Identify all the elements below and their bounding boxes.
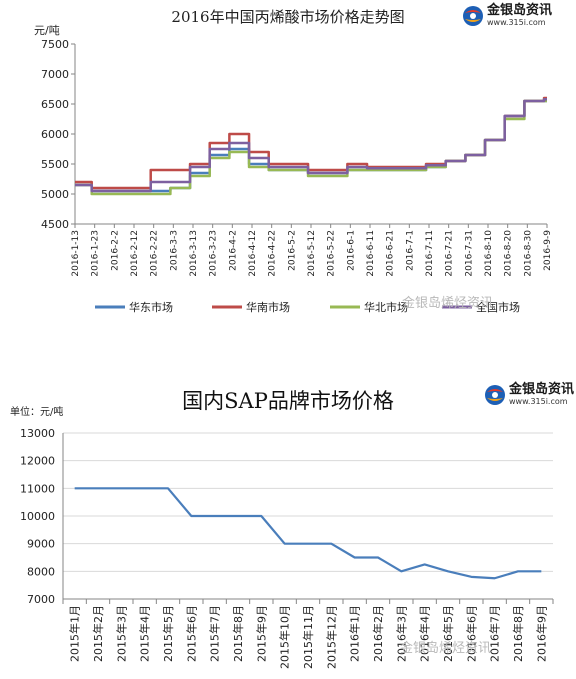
x-tick-label: 2016-8-10 bbox=[484, 230, 494, 277]
x-tick-label: 2016年1月 bbox=[348, 605, 362, 662]
logo-name: 金银岛资讯 bbox=[509, 382, 575, 397]
logo-2: 金银岛资讯 www.315i.com bbox=[484, 383, 574, 406]
x-tick-label: 2015年9月 bbox=[254, 605, 268, 662]
y-tick-label: 6500 bbox=[41, 98, 69, 111]
x-tick-label: 2015年4月 bbox=[138, 605, 152, 662]
x-tick-label: 2015年1月 bbox=[68, 605, 82, 662]
series-line-1 bbox=[75, 99, 547, 193]
y-tick-label: 6000 bbox=[41, 128, 69, 141]
x-tick-label: 2016-7-31 bbox=[464, 230, 474, 277]
x-tick-label: 2016-7-11 bbox=[425, 230, 435, 277]
y-tick-label: 7000 bbox=[41, 68, 69, 81]
x-tick-label: 2016-2-22 bbox=[150, 230, 160, 277]
legend-label-1: 华东市场 bbox=[129, 300, 173, 314]
y-tick-label: 9000 bbox=[27, 538, 55, 551]
series-line-3 bbox=[75, 99, 547, 196]
x-tick-label: 2016-2-12 bbox=[130, 230, 140, 277]
x-tick-label: 2016-3-3 bbox=[169, 230, 179, 271]
x-tick-label: 2015年5月 bbox=[161, 605, 175, 662]
y-tick-label: 7500 bbox=[41, 38, 69, 51]
x-tick-label: 2016年8月 bbox=[511, 605, 525, 662]
series-line bbox=[74, 487, 542, 580]
x-tick-label: 2015年10月 bbox=[278, 605, 292, 669]
legend-label-2: 华南市场 bbox=[246, 300, 290, 314]
x-tick-label: 2016-3-23 bbox=[209, 230, 219, 277]
y-tick-label: 7000 bbox=[27, 593, 55, 606]
legend-label-4: 全国市场 bbox=[476, 300, 520, 314]
x-tick-label: 2016-7-1 bbox=[405, 230, 415, 271]
x-tick-label: 2016年5月 bbox=[441, 605, 455, 662]
x-tick-label: 2016-3-13 bbox=[189, 230, 199, 277]
x-tick-label: 2016-9-9 bbox=[543, 230, 553, 271]
x-tick-label: 2016-5-12 bbox=[307, 230, 317, 277]
logo-globe-icon bbox=[462, 5, 484, 27]
logo-1: 金银岛资讯 www.315i.com bbox=[462, 4, 552, 27]
logo-name: 金银岛资讯 bbox=[487, 3, 553, 18]
sap-price-chart: 国内SAP品牌市场价格 单位：元/吨 金银岛资讯 www.315i.com 70… bbox=[0, 375, 576, 675]
x-tick-label: 2015年8月 bbox=[231, 605, 245, 662]
x-tick-label: 2016-6-1 bbox=[346, 230, 356, 271]
x-tick-label: 2015年7月 bbox=[208, 605, 222, 662]
x-tick-label: 2016-2-2 bbox=[110, 230, 120, 271]
x-tick-label: 2016年6月 bbox=[464, 605, 478, 662]
y-tick-label: 5500 bbox=[41, 158, 69, 171]
x-tick-label: 2016-6-21 bbox=[386, 230, 396, 277]
x-tick-label: 2016-1-13 bbox=[71, 230, 81, 277]
x-tick-label: 2016-7-21 bbox=[445, 230, 455, 277]
logo-url: www.315i.com bbox=[487, 18, 546, 27]
x-tick-label: 2016年4月 bbox=[418, 605, 432, 662]
chart1-plot: 4500 5000 5500 6000 6500 7000 7500 2016-1-13 201… bbox=[41, 38, 553, 314]
x-tick-label: 2016-6-11 bbox=[366, 230, 376, 277]
chart2-title: 国内SAP品牌市场价格 bbox=[182, 389, 394, 413]
legend-label-3: 华北市场 bbox=[364, 300, 408, 314]
x-tick-label: 2016-8-30 bbox=[523, 230, 533, 277]
x-tick-label: 2016-4-12 bbox=[248, 230, 258, 277]
watermark-2: 金银岛烯烃资讯 bbox=[400, 641, 492, 656]
x-tick-label: 2016年3月 bbox=[394, 605, 408, 662]
x-tick-label: 2016年9月 bbox=[534, 605, 548, 662]
x-tick-label: 2016-4-22 bbox=[268, 230, 278, 277]
chart2-ylabel: 单位：元/吨 bbox=[10, 407, 64, 418]
x-tick-label: 2016年7月 bbox=[488, 605, 502, 662]
y-tick-label: 12000 bbox=[20, 455, 55, 468]
y-tick-label: 5000 bbox=[41, 188, 69, 201]
chart2-plot: 7000 8000 9000 10000 11000 12000 13000 2015年1月 2… bbox=[20, 427, 554, 669]
x-tick-label: 2015年3月 bbox=[114, 605, 128, 662]
x-tick-label: 2015年11月 bbox=[301, 605, 315, 669]
x-tick-label: 2015年2月 bbox=[91, 605, 105, 662]
series-line-4 bbox=[75, 97, 547, 193]
x-tick-label: 2016-5-2 bbox=[287, 230, 297, 271]
x-tick-label: 2016-5-22 bbox=[327, 230, 337, 277]
x-tick-label: 2016-8-20 bbox=[504, 230, 514, 277]
y-tick-label: 13000 bbox=[20, 427, 55, 440]
chart1-ylabel: 元/吨 bbox=[34, 24, 60, 37]
x-tick-label: 2016-4-2 bbox=[228, 230, 238, 271]
watermark-1: 金银岛烯烃资讯 bbox=[402, 296, 494, 311]
series-line-2 bbox=[75, 96, 547, 190]
logo-globe-icon bbox=[484, 384, 506, 406]
y-tick-label: 10000 bbox=[20, 510, 55, 523]
x-tick-label: 2015年6月 bbox=[184, 605, 198, 662]
x-tick-label: 2016年2月 bbox=[371, 605, 385, 662]
logo-url: www.315i.com bbox=[509, 397, 568, 406]
y-tick-label: 8000 bbox=[27, 565, 55, 578]
x-tick-label: 2016-1-23 bbox=[91, 230, 101, 277]
x-tick-label: 2015年12月 bbox=[324, 605, 338, 669]
y-tick-label: 4500 bbox=[41, 218, 69, 231]
chart1-title: 2016年中国丙烯酸市场价格走势图 bbox=[171, 8, 405, 26]
y-tick-label: 11000 bbox=[20, 482, 55, 495]
acrylic-acid-price-chart: 2016年中国丙烯酸市场价格走势图 元/吨 金银岛资讯 www.315i.com… bbox=[0, 0, 576, 330]
